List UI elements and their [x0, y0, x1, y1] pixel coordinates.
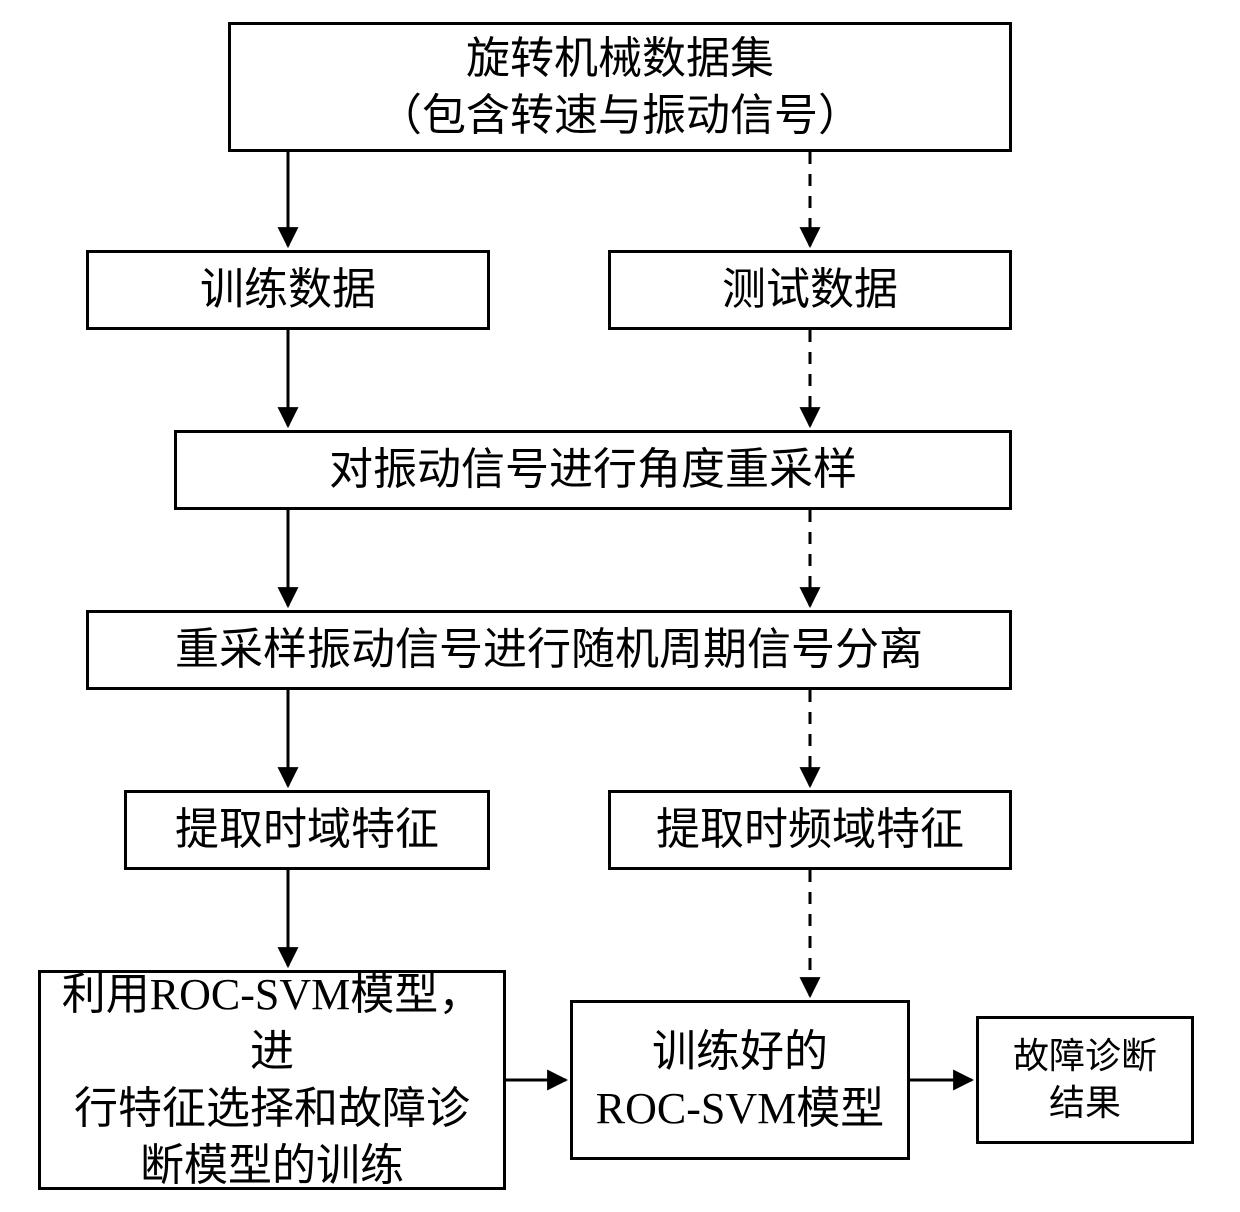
node-separate-label: 重采样振动信号进行随机周期信号分离 — [175, 621, 923, 678]
flowchart-canvas: 旋转机械数据集 （包含转速与振动信号） 训练数据 测试数据 对振动信号进行角度重… — [0, 0, 1240, 1212]
node-svm-model-line2: ROC-SVM模型 — [596, 1084, 885, 1133]
node-resample-label: 对振动信号进行角度重采样 — [329, 441, 857, 498]
node-svm-model: 训练好的 ROC-SVM模型 — [570, 1000, 910, 1160]
node-svm-train: 利用ROC-SVM模型，进 行特征选择和故障诊 断模型的训练 — [38, 970, 506, 1190]
node-test-label: 测试数据 — [722, 261, 898, 318]
node-svm-train-line1: 利用ROC-SVM模型，进 — [62, 970, 483, 1076]
node-timefeat-label: 提取时域特征 — [175, 801, 439, 858]
node-resample: 对振动信号进行角度重采样 — [174, 430, 1012, 510]
node-test: 测试数据 — [608, 250, 1012, 330]
node-result-line2: 结果 — [1049, 1083, 1121, 1123]
node-dataset-line1: 旋转机械数据集 — [466, 34, 774, 83]
node-svm-model-line1: 训练好的 — [652, 1027, 828, 1076]
node-svm-train-line2: 行特征选择和故障诊 — [74, 1084, 470, 1133]
node-train-label: 训练数据 — [200, 261, 376, 318]
node-result: 故障诊断 结果 — [976, 1016, 1194, 1144]
node-separate: 重采样振动信号进行随机周期信号分离 — [86, 610, 1012, 690]
node-freqfeat-label: 提取时频域特征 — [656, 801, 964, 858]
node-timefeat: 提取时域特征 — [124, 790, 490, 870]
node-svm-train-line3: 断模型的训练 — [140, 1141, 404, 1190]
node-dataset: 旋转机械数据集 （包含转速与振动信号） — [228, 22, 1012, 152]
node-dataset-line2: （包含转速与振动信号） — [378, 91, 862, 140]
node-result-line1: 故障诊断 — [1013, 1036, 1157, 1076]
node-train: 训练数据 — [86, 250, 490, 330]
node-freqfeat: 提取时频域特征 — [608, 790, 1012, 870]
